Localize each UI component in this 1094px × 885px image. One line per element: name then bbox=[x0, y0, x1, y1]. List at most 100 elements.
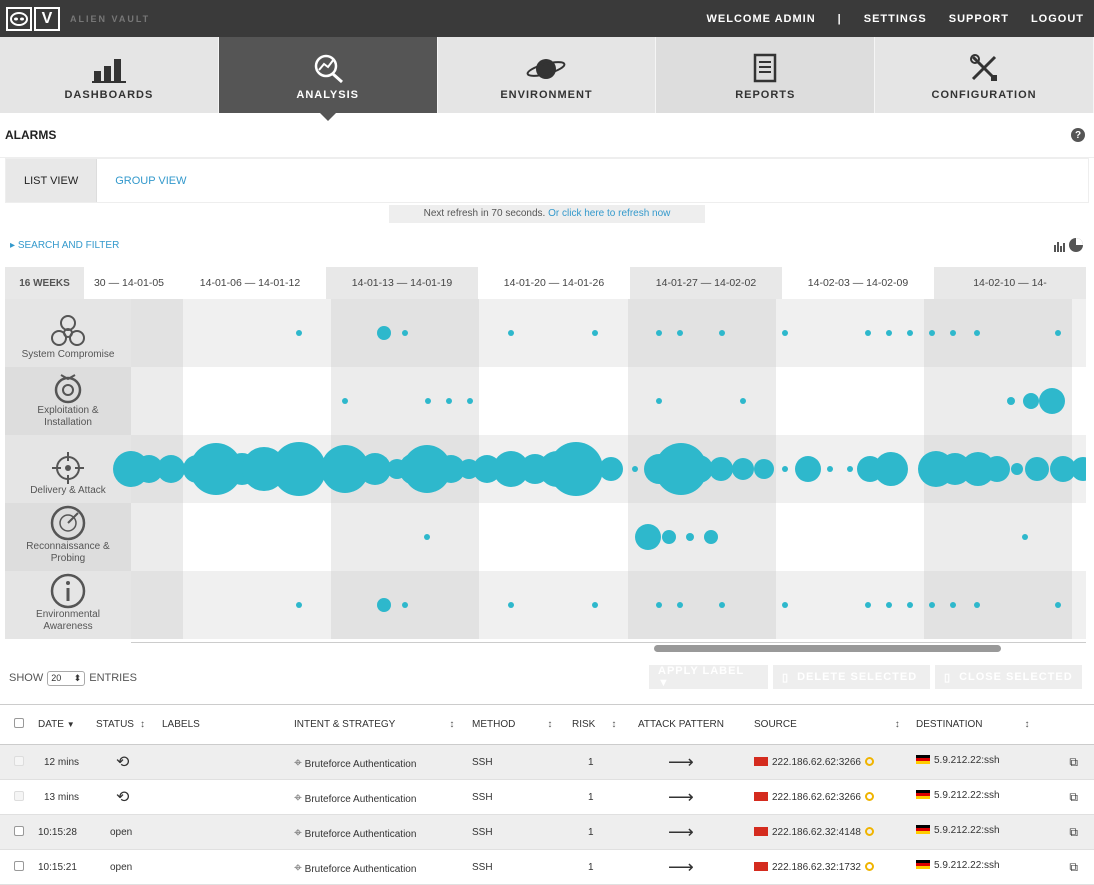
alarm-bubble[interactable] bbox=[508, 602, 514, 608]
alarm-bubble[interactable] bbox=[886, 330, 892, 336]
sort-destination-icon[interactable] bbox=[1018, 719, 1029, 730]
logo[interactable]: V ALIEN VAULT bbox=[6, 6, 150, 31]
tab-reports[interactable]: REPORTS bbox=[656, 37, 876, 113]
logout-link[interactable]: LOGOUT bbox=[1030, 12, 1084, 25]
alarm-bubble[interactable] bbox=[359, 453, 391, 485]
alarm-bubble[interactable] bbox=[446, 398, 452, 404]
cell-source[interactable]: 222.186.62.62:3266 bbox=[772, 756, 861, 768]
alarm-bubble[interactable] bbox=[272, 442, 326, 496]
detail-icon[interactable]: ⧉ bbox=[1069, 824, 1078, 839]
cell-source[interactable]: 222.186.62.62:3266 bbox=[772, 791, 861, 803]
tab-analysis[interactable]: ANALYSIS bbox=[218, 37, 438, 121]
alarm-bubble[interactable] bbox=[974, 330, 980, 336]
alarm-bubble[interactable] bbox=[827, 466, 833, 472]
alarm-bubble[interactable] bbox=[795, 456, 821, 482]
alarm-bubble[interactable] bbox=[1007, 397, 1015, 405]
chart-toggle-icon[interactable] bbox=[1054, 237, 1084, 253]
timeline-scroll-thumb[interactable] bbox=[654, 645, 1001, 652]
alarm-bubble[interactable] bbox=[974, 602, 980, 608]
alarm-bubble[interactable] bbox=[719, 602, 725, 608]
header-source[interactable]: SOURCE bbox=[754, 719, 797, 730]
alarm-bubble[interactable] bbox=[677, 330, 683, 336]
alarm-bubble[interactable] bbox=[754, 459, 774, 479]
alarm-bubble[interactable] bbox=[865, 330, 871, 336]
table-row[interactable]: 12 mins ⟲ ⌖ Bruteforce Authentication SS… bbox=[0, 744, 1094, 780]
table-row[interactable]: 10:15:28 open ⌖ Bruteforce Authenticatio… bbox=[0, 814, 1094, 850]
alarm-bubble[interactable] bbox=[342, 398, 348, 404]
support-link[interactable]: SUPPORT bbox=[948, 12, 1009, 25]
alarm-bubble[interactable] bbox=[929, 330, 935, 336]
row-checkbox[interactable] bbox=[14, 860, 24, 871]
alarm-bubble[interactable] bbox=[635, 524, 661, 550]
alarm-bubble[interactable] bbox=[592, 602, 598, 608]
row-checkbox[interactable] bbox=[14, 790, 24, 801]
help-icon[interactable]: ? bbox=[1071, 128, 1085, 142]
refresh-now-link[interactable]: Or click here to refresh now bbox=[548, 208, 671, 219]
alarm-bubble[interactable] bbox=[950, 330, 956, 336]
alarm-bubble[interactable] bbox=[907, 602, 913, 608]
header-date[interactable]: DATE bbox=[38, 719, 64, 730]
header-risk[interactable]: RISK bbox=[572, 719, 596, 730]
sort-risk-icon[interactable] bbox=[605, 719, 616, 730]
detail-icon[interactable]: ⧉ bbox=[1069, 789, 1078, 804]
search-filter-toggle[interactable]: ▸ SEARCH AND FILTER bbox=[10, 239, 120, 251]
cell-destination[interactable]: 5.9.212.22:ssh bbox=[934, 789, 1000, 801]
cell-destination[interactable]: 5.9.212.22:ssh bbox=[934, 824, 1000, 836]
timeline-scrollbar[interactable] bbox=[131, 642, 1086, 652]
close-selected-button[interactable]: ▯ CLOSE SELECTED bbox=[935, 665, 1082, 689]
alarm-bubble[interactable] bbox=[662, 530, 676, 544]
alarm-bubble[interactable] bbox=[549, 442, 603, 496]
alarm-bubble[interactable] bbox=[402, 602, 408, 608]
sort-source-icon[interactable] bbox=[889, 719, 900, 730]
alarm-bubble[interactable] bbox=[685, 455, 713, 483]
settings-link[interactable]: SETTINGS bbox=[863, 12, 927, 25]
alarm-bubble[interactable] bbox=[599, 457, 623, 481]
delete-selected-button[interactable]: ▯ DELETE SELECTED bbox=[773, 665, 930, 689]
alarm-bubble[interactable] bbox=[592, 330, 598, 336]
cell-destination[interactable]: 5.9.212.22:ssh bbox=[934, 859, 1000, 871]
alarm-bubble[interactable] bbox=[467, 398, 473, 404]
tab-group-view[interactable]: GROUP VIEW bbox=[115, 174, 187, 187]
entries-select[interactable]: 20 ⬍ bbox=[47, 670, 86, 686]
table-row[interactable]: 13 mins ⟲ ⌖ Bruteforce Authentication SS… bbox=[0, 779, 1094, 815]
alarm-bubble[interactable] bbox=[296, 330, 302, 336]
alarm-bubble[interactable] bbox=[874, 452, 908, 486]
select-all-checkbox[interactable] bbox=[14, 718, 24, 728]
tab-list-view[interactable]: LIST VIEW bbox=[6, 159, 98, 202]
header-method[interactable]: METHOD bbox=[472, 719, 516, 730]
alarm-bubble[interactable] bbox=[686, 533, 694, 541]
alarm-bubble[interactable] bbox=[656, 602, 662, 608]
alarm-bubble[interactable] bbox=[732, 458, 754, 480]
alarm-bubble[interactable] bbox=[782, 466, 788, 472]
tab-configuration[interactable]: CONFIGURATION bbox=[875, 37, 1094, 113]
alarm-bubble[interactable] bbox=[740, 398, 746, 404]
row-checkbox[interactable] bbox=[14, 755, 24, 766]
cell-destination[interactable]: 5.9.212.22:ssh bbox=[934, 754, 1000, 766]
alarm-bubble[interactable] bbox=[377, 326, 391, 340]
apply-label-button[interactable]: APPLY LABEL ▼ bbox=[649, 665, 768, 689]
alarm-bubble[interactable] bbox=[402, 330, 408, 336]
alarm-bubble[interactable] bbox=[1025, 457, 1049, 481]
row-checkbox[interactable] bbox=[14, 825, 24, 836]
alarm-bubble[interactable] bbox=[296, 602, 302, 608]
alarm-bubble[interactable] bbox=[984, 456, 1010, 482]
alarm-bubble[interactable] bbox=[782, 602, 788, 608]
alarm-bubble[interactable] bbox=[1071, 457, 1086, 481]
alarm-bubble[interactable] bbox=[656, 330, 662, 336]
alarm-bubble[interactable] bbox=[1023, 393, 1039, 409]
alarm-bubble[interactable] bbox=[1055, 602, 1061, 608]
alarm-bubble[interactable] bbox=[377, 598, 391, 612]
sort-intent-icon[interactable] bbox=[443, 719, 454, 730]
sort-method-icon[interactable] bbox=[541, 719, 552, 730]
alarm-bubble[interactable] bbox=[719, 330, 725, 336]
weeks-selector[interactable]: 16 WEEKS bbox=[5, 267, 84, 299]
alarm-bubble[interactable] bbox=[847, 466, 853, 472]
alarm-bubble[interactable] bbox=[632, 466, 638, 472]
table-row[interactable]: 10:15:21 open ⌖ Bruteforce Authenticatio… bbox=[0, 849, 1094, 885]
detail-icon[interactable]: ⧉ bbox=[1069, 754, 1078, 769]
tab-dashboards[interactable]: DASHBOARDS bbox=[0, 37, 219, 113]
alarm-bubble[interactable] bbox=[157, 455, 185, 483]
alarm-bubble[interactable] bbox=[782, 330, 788, 336]
alarm-bubble[interactable] bbox=[1011, 463, 1023, 475]
alarm-bubble[interactable] bbox=[709, 457, 733, 481]
